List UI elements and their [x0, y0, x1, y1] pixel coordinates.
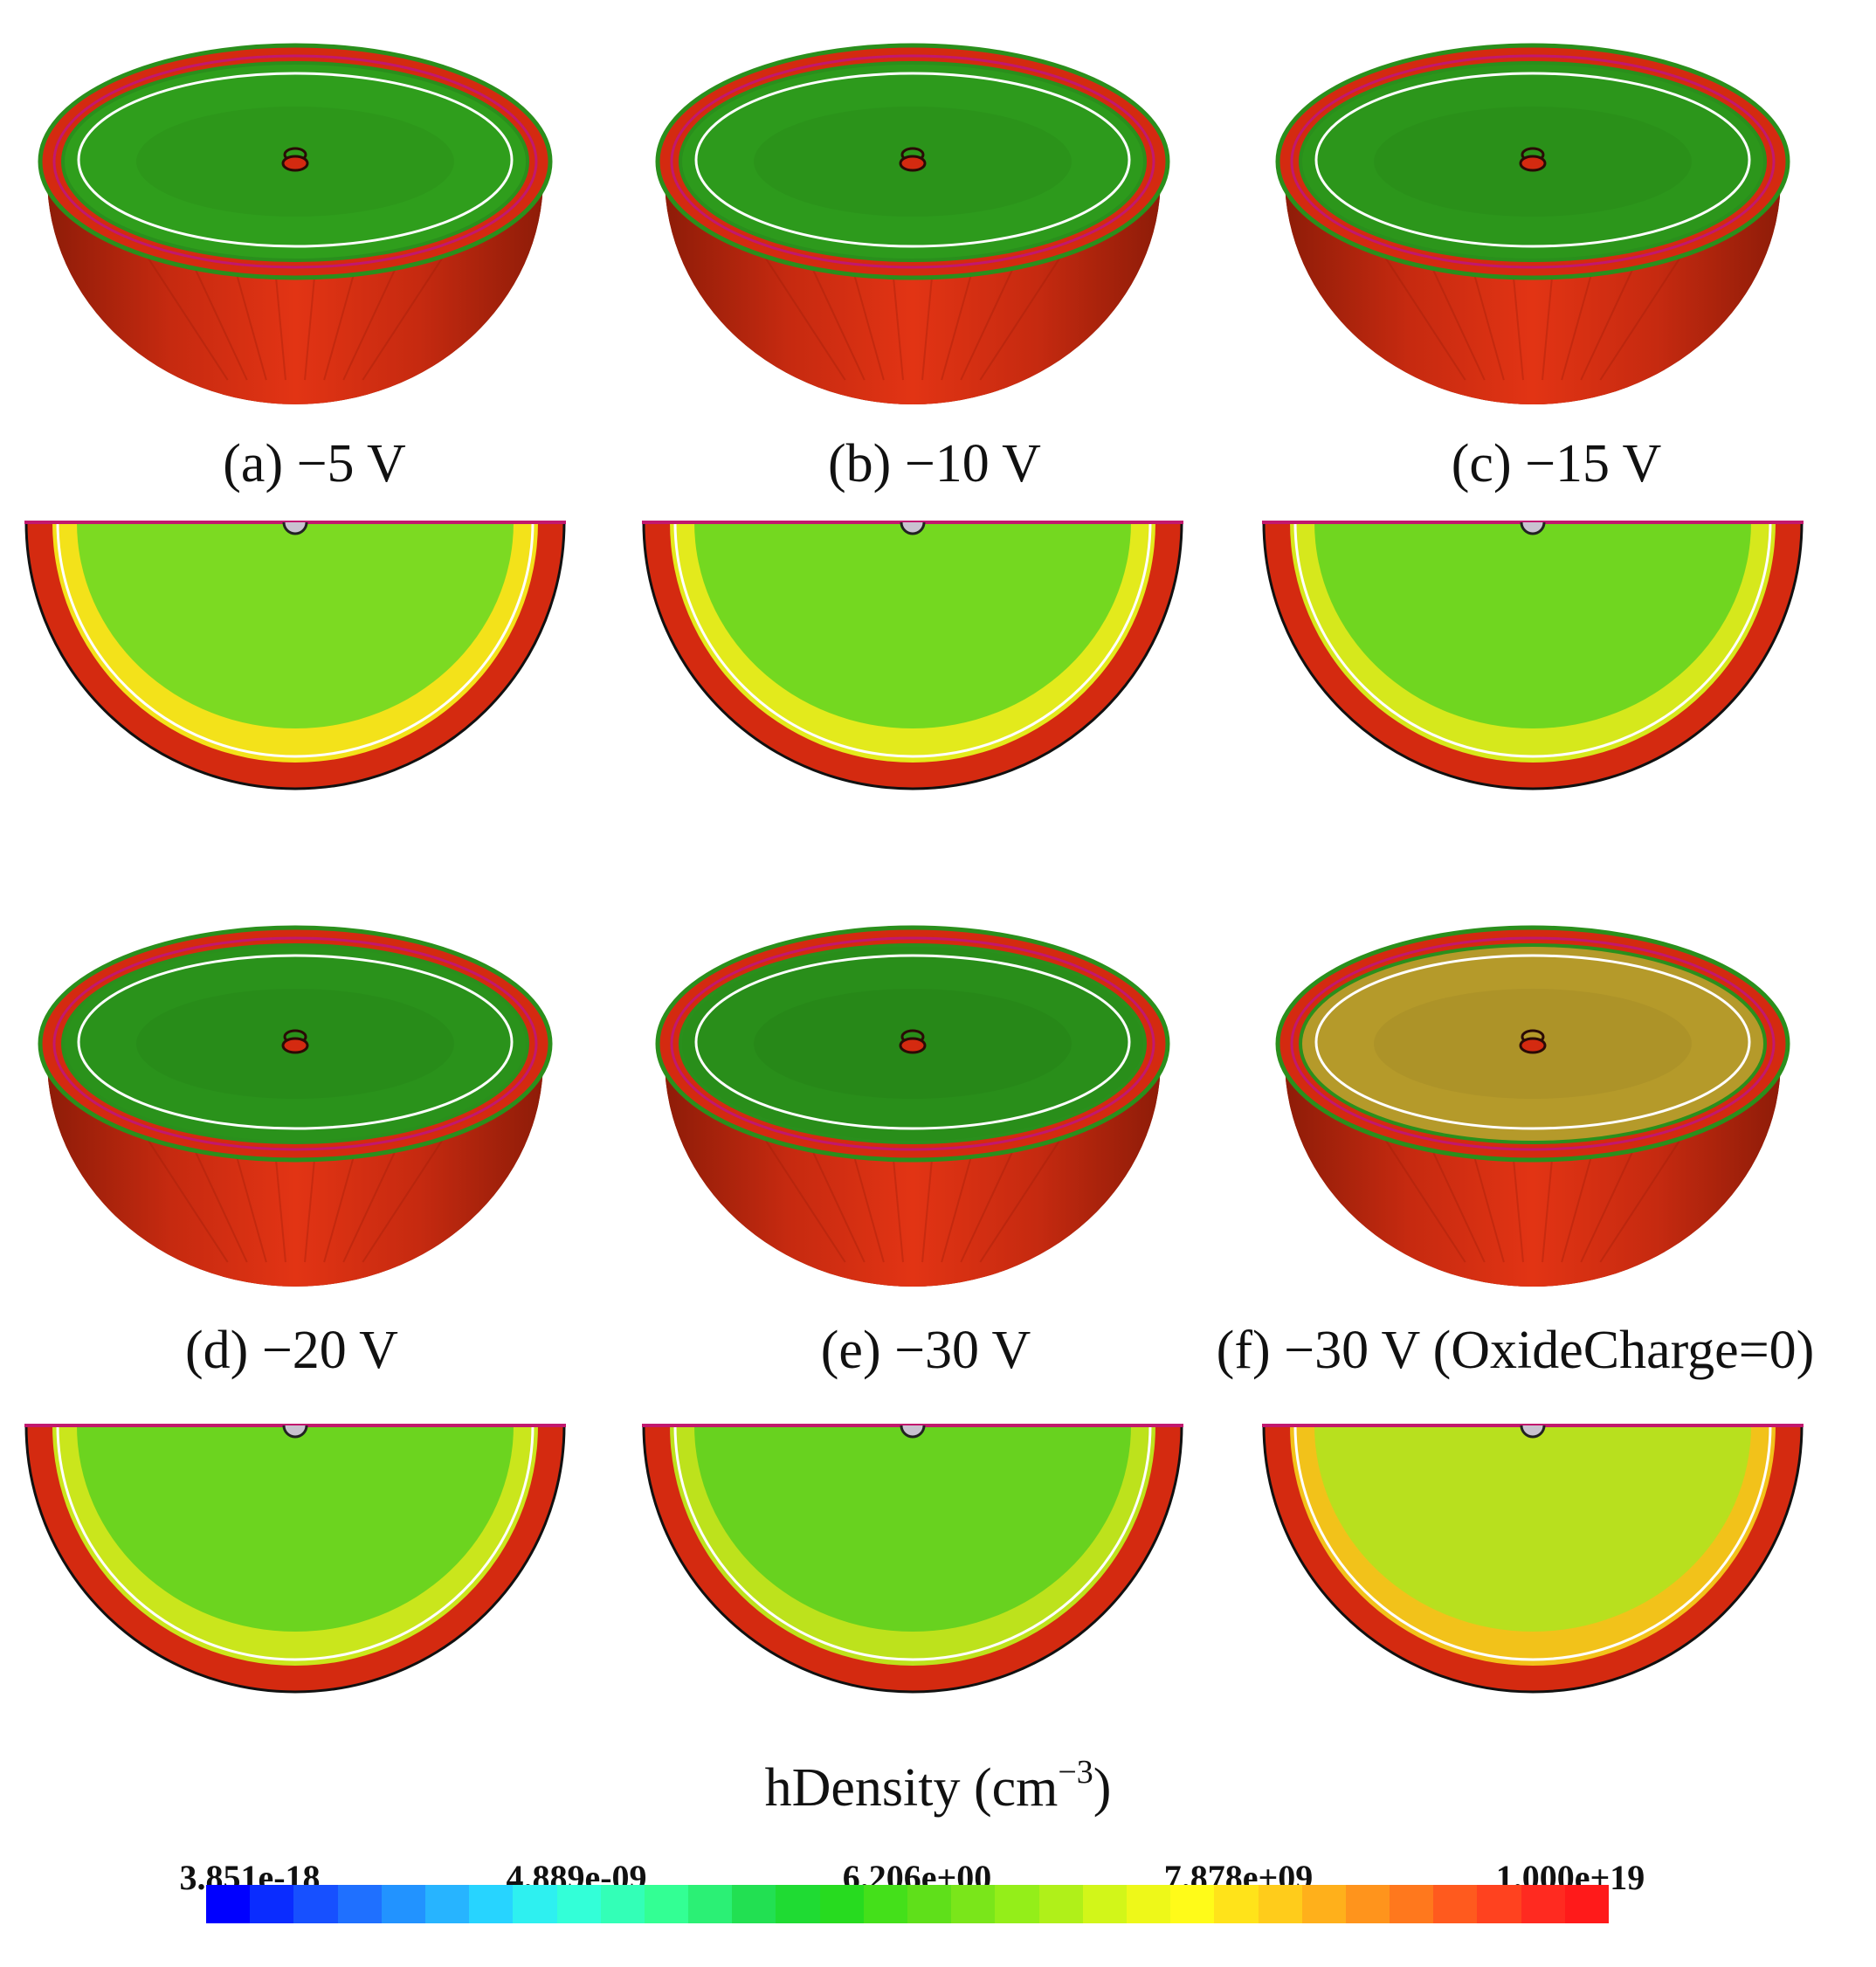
colorbar-segment	[863, 1885, 907, 1923]
colorbar-segment	[513, 1885, 557, 1923]
section-depletion-edge	[673, 1425, 1152, 1661]
colorbar-segment	[951, 1885, 996, 1923]
colorbar-segment	[1258, 1885, 1302, 1923]
center-electrode-base	[899, 155, 927, 172]
section-center-electrode	[1520, 521, 1546, 535]
center-electrode-base	[1519, 1037, 1547, 1054]
rim-ring	[670, 936, 1155, 1151]
depletion-boundary	[77, 954, 514, 1130]
colorbar-segment	[644, 1885, 689, 1923]
section-depletion-edge	[1293, 521, 1772, 758]
depletion-boundary	[694, 954, 1131, 1130]
colorbar	[206, 1885, 1609, 1923]
panel-label-d: (d) −20 V	[185, 1321, 398, 1380]
panel-label-c: (c) −15 V	[1451, 434, 1662, 493]
section-center-electrode	[900, 1425, 926, 1439]
colorbar-segment	[1214, 1885, 1259, 1923]
center-electrode-base	[281, 155, 309, 172]
center-electrode-base	[1519, 155, 1547, 172]
panel-label-a: (a) −5 V	[223, 434, 406, 493]
colorbar-segment	[1170, 1885, 1215, 1923]
colorbar-segment	[1477, 1885, 1521, 1923]
colorbar-segment	[1564, 1885, 1609, 1923]
section-center-electrode	[1520, 1425, 1546, 1439]
depletion-boundary	[1314, 72, 1751, 248]
depletion-boundary	[694, 72, 1131, 248]
panel-d	[24, 925, 566, 1694]
section-depletion-edge	[1293, 1425, 1772, 1661]
colorbar-segment	[1038, 1885, 1083, 1923]
colorbar-segment	[250, 1885, 294, 1923]
colorbar-segment	[907, 1885, 952, 1923]
panel-label-b: (b) −10 V	[828, 434, 1041, 493]
section-depletion-edge	[56, 1425, 535, 1661]
colorbar-title-suffix: )	[1093, 1758, 1112, 1818]
rim-ring	[1290, 936, 1776, 1151]
section-center-electrode	[900, 521, 926, 535]
colorbar-segment	[600, 1885, 645, 1923]
depletion-boundary	[1314, 954, 1751, 1130]
colorbar-title-exponent: −3	[1058, 1754, 1093, 1791]
colorbar-segment	[1390, 1885, 1434, 1923]
section-bulk	[77, 1425, 514, 1632]
colorbar-segment	[1082, 1885, 1127, 1923]
center-electrode-base	[899, 1037, 927, 1054]
rim-ring	[1290, 54, 1776, 269]
section-depletion-edge	[56, 521, 535, 758]
colorbar-segment	[688, 1885, 733, 1923]
colorbar-segment	[776, 1885, 820, 1923]
colorbar-segment	[381, 1885, 425, 1923]
section-center-electrode	[282, 1425, 308, 1439]
panel-b	[642, 43, 1183, 790]
section-bulk	[1314, 1425, 1751, 1632]
colorbar-segment	[995, 1885, 1039, 1923]
colorbar-segment	[293, 1885, 338, 1923]
panel-label-e: (e) −30 V	[820, 1321, 1031, 1380]
panel-label-f: (f) −30 V (OxideCharge=0)	[1216, 1321, 1815, 1380]
colorbar-segment	[819, 1885, 864, 1923]
section-bulk	[694, 522, 1131, 728]
rim-ring	[670, 54, 1155, 269]
center-electrode-base	[281, 1037, 309, 1054]
colorbar-segment	[1433, 1885, 1478, 1923]
colorbar-title: hDensity (cm−3)	[765, 1756, 1112, 1815]
colorbar-segment	[469, 1885, 514, 1923]
section-depletion-edge	[673, 521, 1152, 758]
section-bulk	[77, 522, 514, 728]
colorbar-segment	[732, 1885, 776, 1923]
depletion-boundary	[77, 72, 514, 248]
colorbar-segment	[1126, 1885, 1171, 1923]
colorbar-segment	[1345, 1885, 1390, 1923]
section-bulk	[694, 1425, 1131, 1632]
colorbar-segment	[337, 1885, 382, 1923]
section-center-electrode	[282, 521, 308, 535]
rim-ring	[52, 54, 538, 269]
colorbar-segment	[206, 1885, 251, 1923]
section-bulk	[1314, 522, 1751, 728]
panel-a	[24, 43, 566, 790]
panel-f	[1262, 925, 1804, 1694]
colorbar-segment	[1521, 1885, 1565, 1923]
colorbar-segment	[1301, 1885, 1346, 1923]
panel-c	[1262, 43, 1804, 790]
colorbar-segment	[556, 1885, 601, 1923]
panel-e	[642, 925, 1183, 1694]
colorbar-segment	[424, 1885, 470, 1923]
rim-ring	[52, 936, 538, 1151]
colorbar-title-text: hDensity (cm	[764, 1758, 1059, 1818]
